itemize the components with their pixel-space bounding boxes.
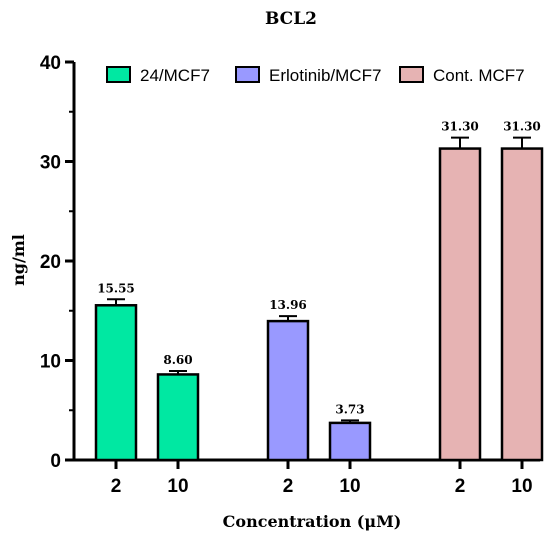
y-tick-label: 0 bbox=[50, 451, 61, 472]
legend-swatch bbox=[235, 66, 260, 83]
x-tick-label: 2 bbox=[455, 476, 466, 497]
data-label: 8.60 bbox=[163, 353, 192, 367]
x-tick-label: 2 bbox=[111, 476, 122, 497]
y-axis-label: ng/ml bbox=[9, 234, 28, 286]
chart-title: BCL2 bbox=[265, 9, 317, 29]
legend-label: 24/MCF7 bbox=[140, 66, 210, 85]
data-label: 15.55 bbox=[97, 281, 135, 295]
bar bbox=[156, 373, 200, 462]
x-tick-label: 10 bbox=[167, 476, 188, 497]
bar bbox=[328, 421, 372, 462]
legend: 24/MCF7 Erlotinib/MCF7 Cont. MCF7 bbox=[106, 66, 525, 85]
data-label: 31.30 bbox=[503, 120, 541, 134]
x-tick-label: 10 bbox=[339, 476, 360, 497]
bar bbox=[266, 319, 310, 462]
x-tick-label: 2 bbox=[283, 476, 294, 497]
legend-swatch bbox=[399, 66, 424, 83]
plot-area: 0 10 20 30 40 15.55 2 8.60 10 13.96 2 3.73 10 31.30 2 3… bbox=[40, 53, 544, 497]
data-label: 3.73 bbox=[335, 402, 364, 416]
bar bbox=[500, 147, 544, 462]
y-tick-label: 40 bbox=[40, 53, 61, 74]
x-tick-label: 10 bbox=[511, 476, 532, 497]
legend-label: Cont. MCF7 bbox=[433, 66, 525, 85]
legend-swatch bbox=[106, 66, 131, 83]
bar bbox=[438, 147, 482, 462]
y-tick-label: 30 bbox=[40, 153, 61, 174]
legend-label: Erlotinib/MCF7 bbox=[269, 66, 381, 85]
y-tick-label: 10 bbox=[40, 352, 61, 373]
data-label: 13.96 bbox=[269, 298, 307, 312]
x-axis-label: Concentration (μM) bbox=[223, 512, 402, 531]
data-label: 31.30 bbox=[441, 120, 479, 134]
bar bbox=[94, 304, 138, 462]
y-tick-label: 20 bbox=[40, 252, 61, 273]
